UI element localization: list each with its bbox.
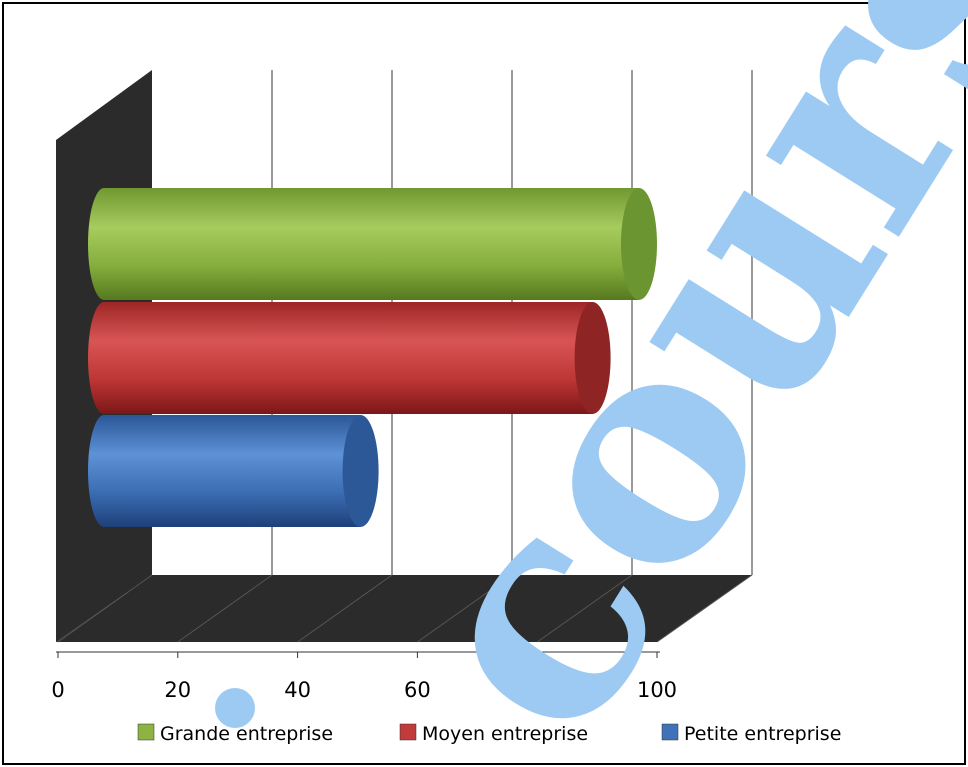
bar-body — [88, 188, 639, 300]
legend-swatch — [661, 723, 679, 741]
bar-cap — [574, 302, 611, 414]
bar-cap — [342, 415, 379, 527]
legend: Grande entreprise Moyen entreprise Petite … — [137, 723, 841, 745]
legend-label: Moyen entreprise — [422, 723, 588, 745]
floor-gridline — [656, 574, 753, 643]
bar-body — [88, 302, 593, 414]
floor-gridline — [177, 574, 273, 643]
bar-0 — [88, 188, 657, 300]
x-axis-ticks: 0 20 40 60 80 100 — [51, 652, 677, 702]
bar-2 — [88, 415, 379, 527]
tick-label: 20 — [164, 678, 191, 702]
floor-gridline — [536, 574, 633, 643]
bar-1 — [88, 302, 611, 414]
legend-label: Grande entreprise — [160, 723, 333, 745]
floor-gridline — [57, 574, 153, 643]
floor — [56, 575, 752, 642]
tick-label: 40 — [284, 678, 311, 702]
tick-label: 80 — [524, 678, 551, 702]
tick-label: 0 — [51, 678, 64, 702]
watermark-dot — [215, 688, 255, 728]
bars — [88, 188, 657, 527]
legend-swatch — [137, 723, 155, 741]
tick-label: 100 — [637, 678, 677, 702]
tick-label: 60 — [404, 678, 431, 702]
floor-gridline — [297, 574, 393, 643]
legend-swatch — [399, 723, 417, 741]
legend-label: Petite entreprise — [684, 723, 841, 745]
bar-cap — [621, 188, 657, 300]
floor-gridline — [417, 574, 513, 643]
bar-body — [88, 415, 361, 527]
